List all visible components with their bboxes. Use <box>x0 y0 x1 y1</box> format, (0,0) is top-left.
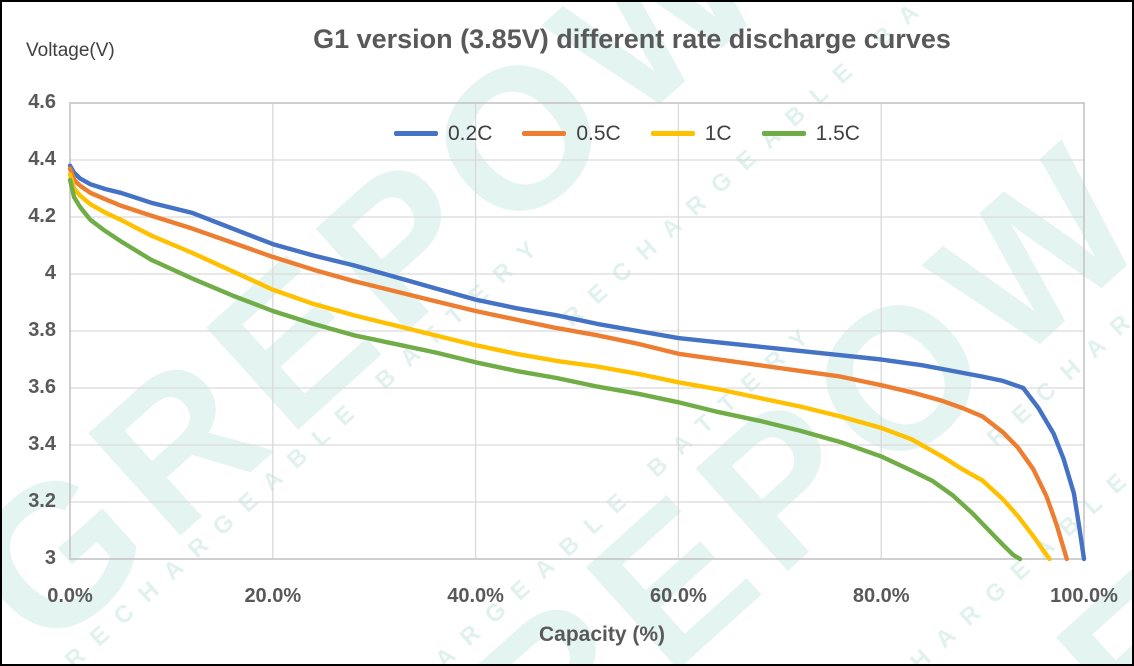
y-tick-label: 3 <box>44 547 56 569</box>
x-tick-label: 60.0% <box>650 585 707 607</box>
legend-item-0.5C: 0.5C <box>522 121 621 145</box>
series-line-0.5C <box>67 166 1069 562</box>
y-tick-label: 4 <box>44 262 56 284</box>
legend-line-swatch <box>522 130 567 136</box>
x-tick-label: 40.0% <box>447 585 504 607</box>
y-tick-label: 4.4 <box>28 148 56 170</box>
series-line-0.2C <box>67 163 1087 562</box>
legend-item-1C: 1C <box>650 121 732 145</box>
chart-title: G1 version (3.85V) different rate discha… <box>313 24 951 54</box>
y-tick-label: 3.6 <box>28 376 56 398</box>
plot-border <box>69 102 1085 560</box>
legend-item-1.5C: 1.5C <box>761 121 860 145</box>
y-tick-label: 3.4 <box>28 433 56 455</box>
legend-item-0.2C: 0.2C <box>394 123 492 144</box>
legend-line-swatch <box>394 130 438 136</box>
legend-label: 1C <box>704 121 732 145</box>
x-tick-label: 100.0% <box>1050 585 1118 607</box>
legend-label: 0.5C <box>576 121 621 145</box>
y-axis-title: Voltage(V) <box>26 40 115 61</box>
legend: 0.2C 0.5C 1C 1.5C <box>394 120 860 146</box>
x-tick-label: 80.0% <box>852 585 910 607</box>
legend-label: 0.2C <box>448 121 493 145</box>
x-tick-label: 20.0% <box>244 585 302 607</box>
legend-line-swatch <box>650 130 695 136</box>
y-tick-label: 3.8 <box>28 319 56 341</box>
legend-label: 1.5C <box>815 121 860 145</box>
y-tick-label: 4.2 <box>28 205 56 227</box>
y-tick-label: 3.2 <box>28 490 56 512</box>
legend-line-swatch <box>761 130 806 136</box>
series-line-1.5C <box>67 177 1023 562</box>
y-tick-label: 4.6 <box>28 91 56 113</box>
series-line-1C <box>67 172 1052 562</box>
x-axis-title: Capacity (%) <box>538 623 666 646</box>
x-tick-label: 0.0% <box>47 585 93 607</box>
